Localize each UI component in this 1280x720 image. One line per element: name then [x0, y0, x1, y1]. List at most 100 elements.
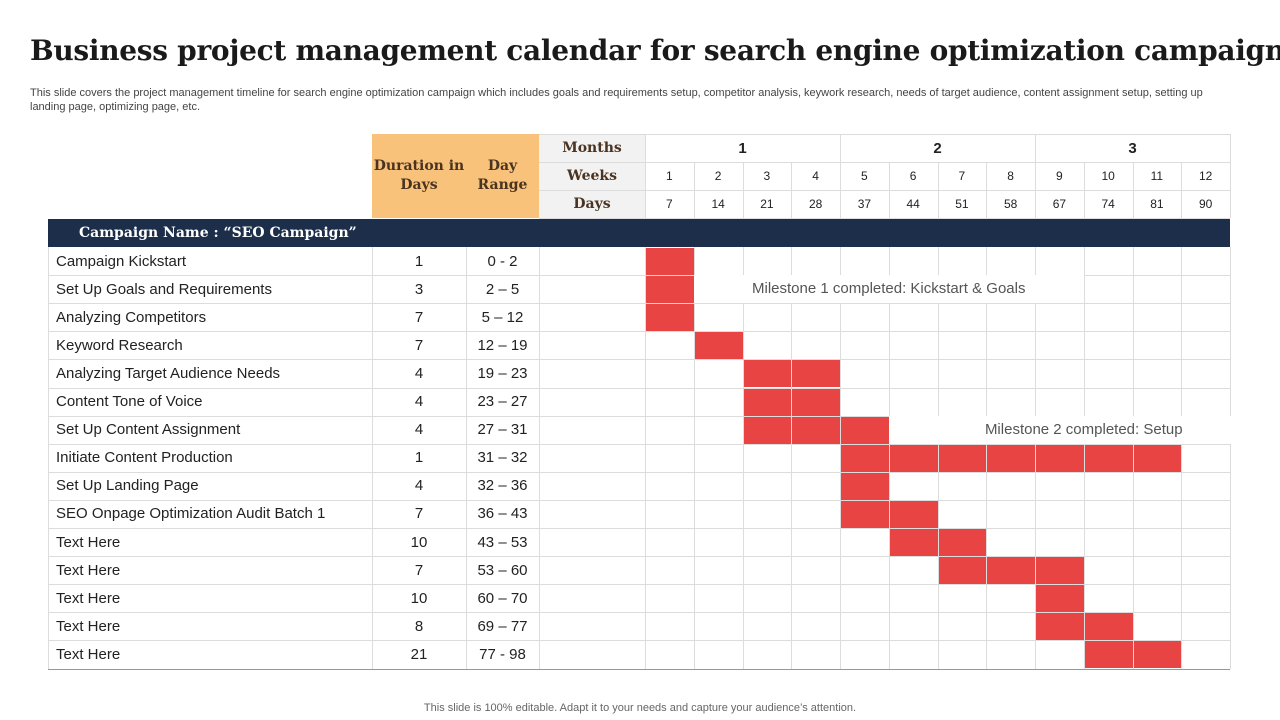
month-divider	[840, 134, 841, 162]
header-row-line	[539, 134, 1230, 135]
week-number: 1	[666, 169, 673, 183]
task-duration: 4	[414, 477, 424, 495]
row-line	[48, 528, 1230, 529]
week-number: 4	[812, 169, 819, 183]
week-number: 11	[1150, 169, 1164, 183]
week-column-line	[840, 247, 841, 669]
day-number: 51	[955, 197, 969, 211]
day-range-header: Day Range	[466, 134, 539, 218]
gantt-bar-cell	[694, 332, 743, 360]
task-name: Text Here	[56, 617, 121, 635]
week-column-line	[986, 247, 988, 669]
week-column-line	[1083, 247, 1085, 669]
gantt-bar-cell	[938, 529, 987, 557]
month-divider	[1035, 134, 1036, 162]
row-line	[48, 415, 1230, 417]
task-name: Set Up Landing Page	[56, 477, 199, 495]
task-name: Set Up Content Assignment	[56, 421, 241, 439]
row-line	[48, 303, 1230, 305]
row-line	[48, 640, 1230, 642]
week-number: 5	[861, 169, 868, 183]
week-number: 9	[1056, 169, 1063, 183]
column-line	[372, 247, 373, 669]
day-number: 28	[808, 197, 823, 211]
column-line	[539, 247, 540, 669]
day-number: 7	[666, 197, 673, 211]
task-duration: 8	[414, 617, 424, 635]
week-divider	[1132, 162, 1134, 218]
task-name: Text Here	[56, 533, 121, 551]
gantt-bar-cell	[889, 529, 938, 557]
task-duration: 4	[414, 421, 424, 439]
week-divider	[742, 162, 744, 218]
gantt-bar-cell	[1036, 557, 1084, 585]
month-number: 1	[738, 139, 747, 157]
task-day-range: 32 – 36	[477, 477, 528, 495]
week-number: 2	[714, 169, 722, 183]
task-name: Analyzing Competitors	[56, 308, 207, 326]
gantt-bar-cell	[889, 444, 938, 472]
gantt-bar-cell	[938, 557, 987, 585]
task-day-range: 27 – 31	[477, 421, 528, 439]
gantt-bar-cell	[841, 472, 889, 500]
gantt-bar-cell	[1036, 613, 1084, 641]
header-row-line	[539, 218, 1230, 219]
task-duration: 21	[410, 645, 428, 663]
task-duration: 4	[414, 393, 424, 411]
task-day-range: 36 – 43	[477, 505, 528, 523]
header-border-line	[1230, 134, 1231, 218]
week-divider	[645, 162, 646, 218]
gantt-bar-cell	[841, 444, 889, 472]
day-number: 81	[1150, 197, 1164, 211]
gantt-bar-cell	[646, 276, 694, 304]
gantt-bar-cell	[743, 388, 792, 416]
task-duration: 7	[414, 505, 424, 523]
week-column-line	[937, 247, 939, 669]
week-column-line	[791, 247, 793, 669]
task-name: Text Here	[56, 561, 121, 579]
day-number: 74	[1101, 197, 1115, 211]
gantt-bar-cell	[841, 500, 889, 528]
week-divider	[1181, 162, 1183, 218]
week-number: 7	[958, 169, 966, 183]
row-line	[48, 668, 1230, 670]
day-number: 37	[857, 197, 872, 211]
week-column-line	[645, 247, 646, 669]
task-day-range: 69 – 77	[477, 617, 528, 635]
week-column-line	[1035, 247, 1036, 669]
row-line	[48, 612, 1230, 614]
gantt-bar-cell	[1036, 585, 1084, 613]
task-name: Analyzing Target Audience Needs	[56, 364, 281, 382]
row-line	[48, 471, 1230, 473]
milestone-label: Milestone 2 completed: Setup	[888, 415, 1279, 444]
campaign-name-bar: Campaign Name : “SEO Campaign”	[48, 219, 1230, 247]
week-column-line	[1181, 247, 1183, 669]
task-name: SEO Onpage Optimization Audit Batch 1	[56, 505, 326, 523]
row-line	[48, 331, 1230, 333]
gantt-bar-cell	[938, 444, 987, 472]
gantt-bar-cell	[792, 416, 840, 444]
gantt-bar-cell	[1084, 444, 1133, 472]
task-name: Set Up Goals and Requirements	[56, 280, 272, 298]
task-duration: 10	[410, 589, 428, 607]
gantt-bar-cell	[1133, 641, 1182, 669]
task-day-range: 31 – 32	[477, 449, 528, 467]
day-number: 44	[906, 197, 920, 211]
week-column-line	[1132, 247, 1134, 669]
week-column-line	[742, 247, 744, 669]
task-day-range: 19 – 23	[477, 364, 528, 382]
week-column-line	[888, 247, 890, 669]
task-duration: 1	[414, 449, 424, 467]
week-divider	[791, 162, 793, 218]
task-duration: 4	[414, 364, 424, 382]
task-duration: 7	[414, 561, 424, 579]
week-number: 8	[1007, 169, 1014, 183]
week-divider	[1035, 162, 1036, 218]
page-description: This slide covers the project management…	[30, 87, 1203, 113]
month-divider	[645, 134, 646, 162]
day-number: 58	[1003, 197, 1018, 211]
task-name: Content Tone of Voice	[56, 393, 203, 411]
column-line	[48, 247, 49, 669]
column-line	[466, 247, 467, 669]
gantt-bar-cell	[1036, 444, 1084, 472]
